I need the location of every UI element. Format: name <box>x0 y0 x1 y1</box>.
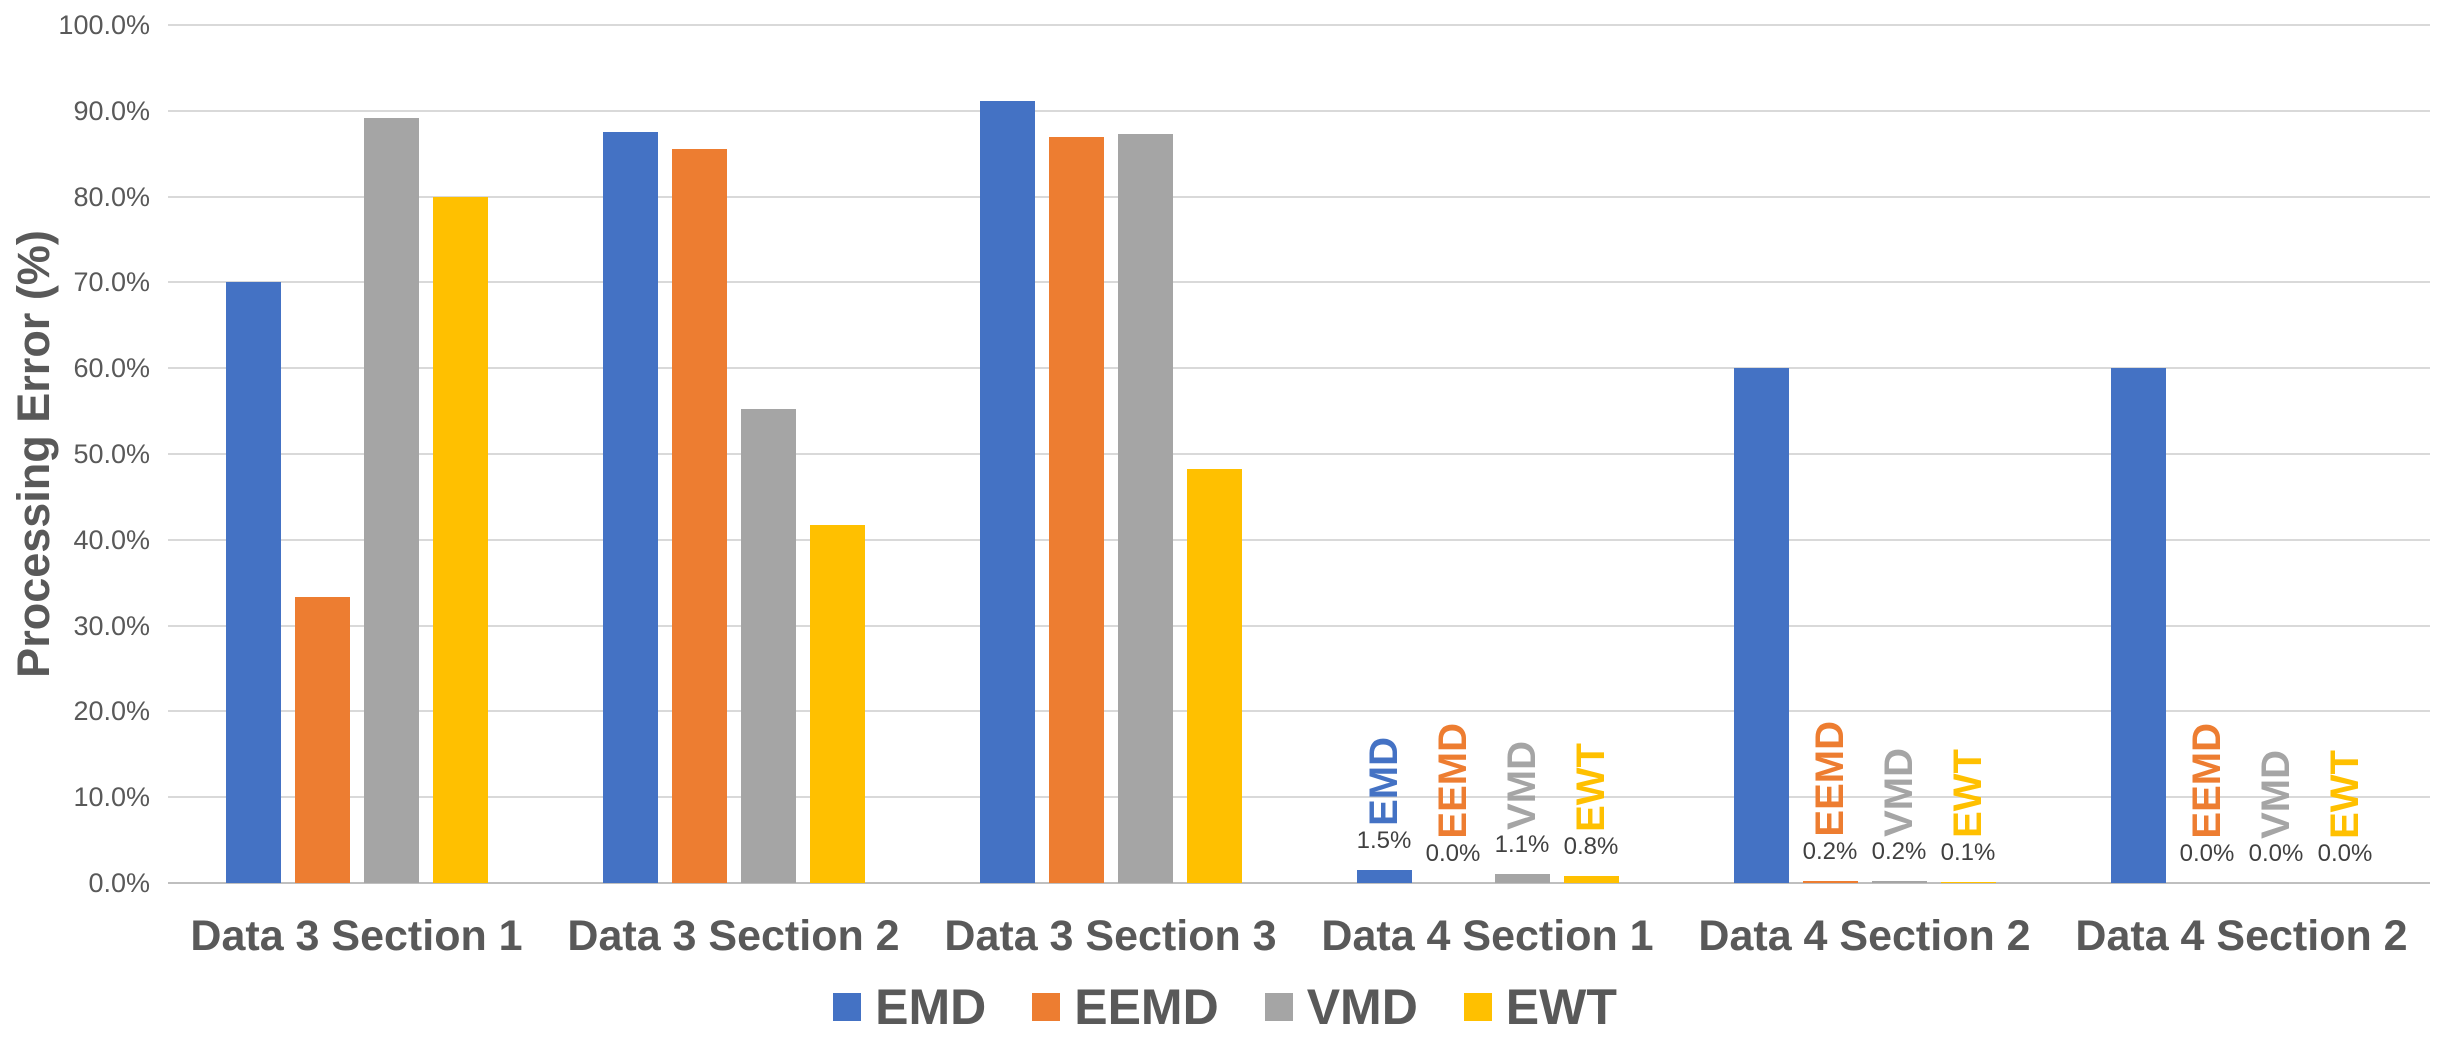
legend-swatch-emd <box>833 993 862 1021</box>
x-axis-line <box>168 882 2430 884</box>
series-name-label-ewt-5: EWT <box>2317 609 2373 839</box>
legend-label-ewt: EWT <box>1505 979 1617 1035</box>
legend-label-emd: EMD <box>875 979 987 1035</box>
y-tick-label: 10.0% <box>73 782 150 812</box>
gridline <box>168 367 2430 369</box>
bar-emd-5 <box>2110 368 2166 883</box>
value-label-vmd-5: 0.0% <box>2248 840 2304 867</box>
gridline <box>168 196 2430 198</box>
category-label-4: Data 4 Section 2 <box>1698 912 2031 960</box>
gridline <box>168 24 2430 26</box>
category-label-2: Data 3 Section 3 <box>944 912 1277 960</box>
bar-vmd-1 <box>740 409 796 883</box>
rotated-series-name: EWT <box>2323 750 2367 839</box>
series-name-label-eemd-5: EEMD <box>2179 609 2235 839</box>
value-label-eemd-4: 0.2% <box>1802 838 1858 865</box>
rotated-series-name: EWT <box>1569 743 1613 832</box>
rotated-series-name: VMD <box>1877 748 1921 837</box>
category-label-0: Data 3 Section 1 <box>190 912 523 960</box>
legend-label-vmd: VMD <box>1306 979 1418 1035</box>
series-name-label-ewt-3: EWT <box>1563 602 1619 832</box>
value-label-ewt-5: 0.0% <box>2317 840 2373 867</box>
series-name-label-ewt-4: EWT <box>1940 608 1996 838</box>
value-label-eemd-3: 0.0% <box>1425 840 1481 867</box>
y-tick-label: 0.0% <box>88 868 150 898</box>
legend-swatch-ewt <box>1463 993 1492 1021</box>
bar-emd-2 <box>979 101 1035 883</box>
series-name-label-emd-3: EMD <box>1356 596 1412 826</box>
gridline <box>168 281 2430 283</box>
series-name-label-vmd-5: VMD <box>2248 609 2304 839</box>
gridline <box>168 539 2430 541</box>
series-name-label-eemd-3: EEMD <box>1425 609 1481 839</box>
bar-ewt-4 <box>1940 882 1996 883</box>
gridline <box>168 453 2430 455</box>
value-label-emd-3: 1.5% <box>1356 827 1412 854</box>
bar-eemd-2 <box>1048 137 1104 883</box>
value-label-vmd-3: 1.1% <box>1494 831 1550 858</box>
bar-eemd-1 <box>671 149 727 883</box>
bar-ewt-3 <box>1563 876 1619 883</box>
legend-item-vmd: VMD <box>1264 979 1418 1035</box>
legend-label-eemd: EEMD <box>1074 979 1219 1035</box>
rotated-series-name: EMD <box>1362 737 1406 826</box>
legend-item-emd: EMD <box>833 982 986 1032</box>
bar-emd-0 <box>225 282 281 883</box>
bar-vmd-4 <box>1871 881 1927 883</box>
y-tick-label: 80.0% <box>73 182 150 212</box>
y-tick-label: 60.0% <box>73 353 150 383</box>
series-name-label-eemd-4: EEMD <box>1802 607 1858 837</box>
legend-swatch-vmd <box>1264 993 1293 1021</box>
bar-vmd-3 <box>1494 874 1550 883</box>
bar-emd-3 <box>1356 870 1412 883</box>
gridline <box>168 796 2430 798</box>
value-label-ewt-4: 0.1% <box>1940 839 1996 866</box>
series-name-label-vmd-3: VMD <box>1494 600 1550 830</box>
rotated-series-name: EEMD <box>1431 723 1475 839</box>
bar-vmd-2 <box>1117 134 1173 883</box>
bar-ewt-0 <box>432 197 488 883</box>
gridline <box>168 710 2430 712</box>
bar-emd-1 <box>602 132 658 883</box>
series-name-label-vmd-4: VMD <box>1871 607 1927 837</box>
bar-emd-4 <box>1733 368 1789 883</box>
y-tick-label: 70.0% <box>73 267 150 297</box>
y-tick-label: 90.0% <box>73 96 150 126</box>
bar-ewt-2 <box>1186 469 1242 883</box>
category-label-3: Data 4 Section 1 <box>1321 912 1654 960</box>
rotated-series-name: VMD <box>1500 741 1544 830</box>
legend-item-ewt: EWT <box>1463 979 1617 1035</box>
y-tick-label: 50.0% <box>73 439 150 469</box>
gridline <box>168 625 2430 627</box>
y-tick-label: 40.0% <box>73 525 150 555</box>
value-label-eemd-5: 0.0% <box>2179 840 2235 867</box>
bar-vmd-0 <box>363 118 419 883</box>
gridline <box>168 110 2430 112</box>
category-label-5: Data 4 Section 2 <box>2075 912 2408 960</box>
bar-eemd-0 <box>294 597 350 883</box>
rotated-series-name: EEMD <box>1808 721 1852 837</box>
rotated-series-name: EWT <box>1946 749 1990 838</box>
bar-eemd-4 <box>1802 881 1858 883</box>
rotated-series-name: VMD <box>2254 750 2298 839</box>
category-label-1: Data 3 Section 2 <box>567 912 900 960</box>
legend-item-eemd: EEMD <box>1032 979 1219 1035</box>
legend-swatch-eemd <box>1032 993 1061 1021</box>
rotated-series-name: EEMD <box>2185 723 2229 839</box>
value-label-vmd-4: 0.2% <box>1871 838 1927 865</box>
bar-ewt-1 <box>809 525 865 883</box>
legend: EMD EEMD VMD EWT <box>0 982 2450 1032</box>
value-label-ewt-3: 0.8% <box>1563 833 1619 860</box>
y-tick-label: 20.0% <box>73 696 150 726</box>
y-tick-label: 30.0% <box>73 611 150 641</box>
y-tick-label: 100.0% <box>58 10 150 40</box>
